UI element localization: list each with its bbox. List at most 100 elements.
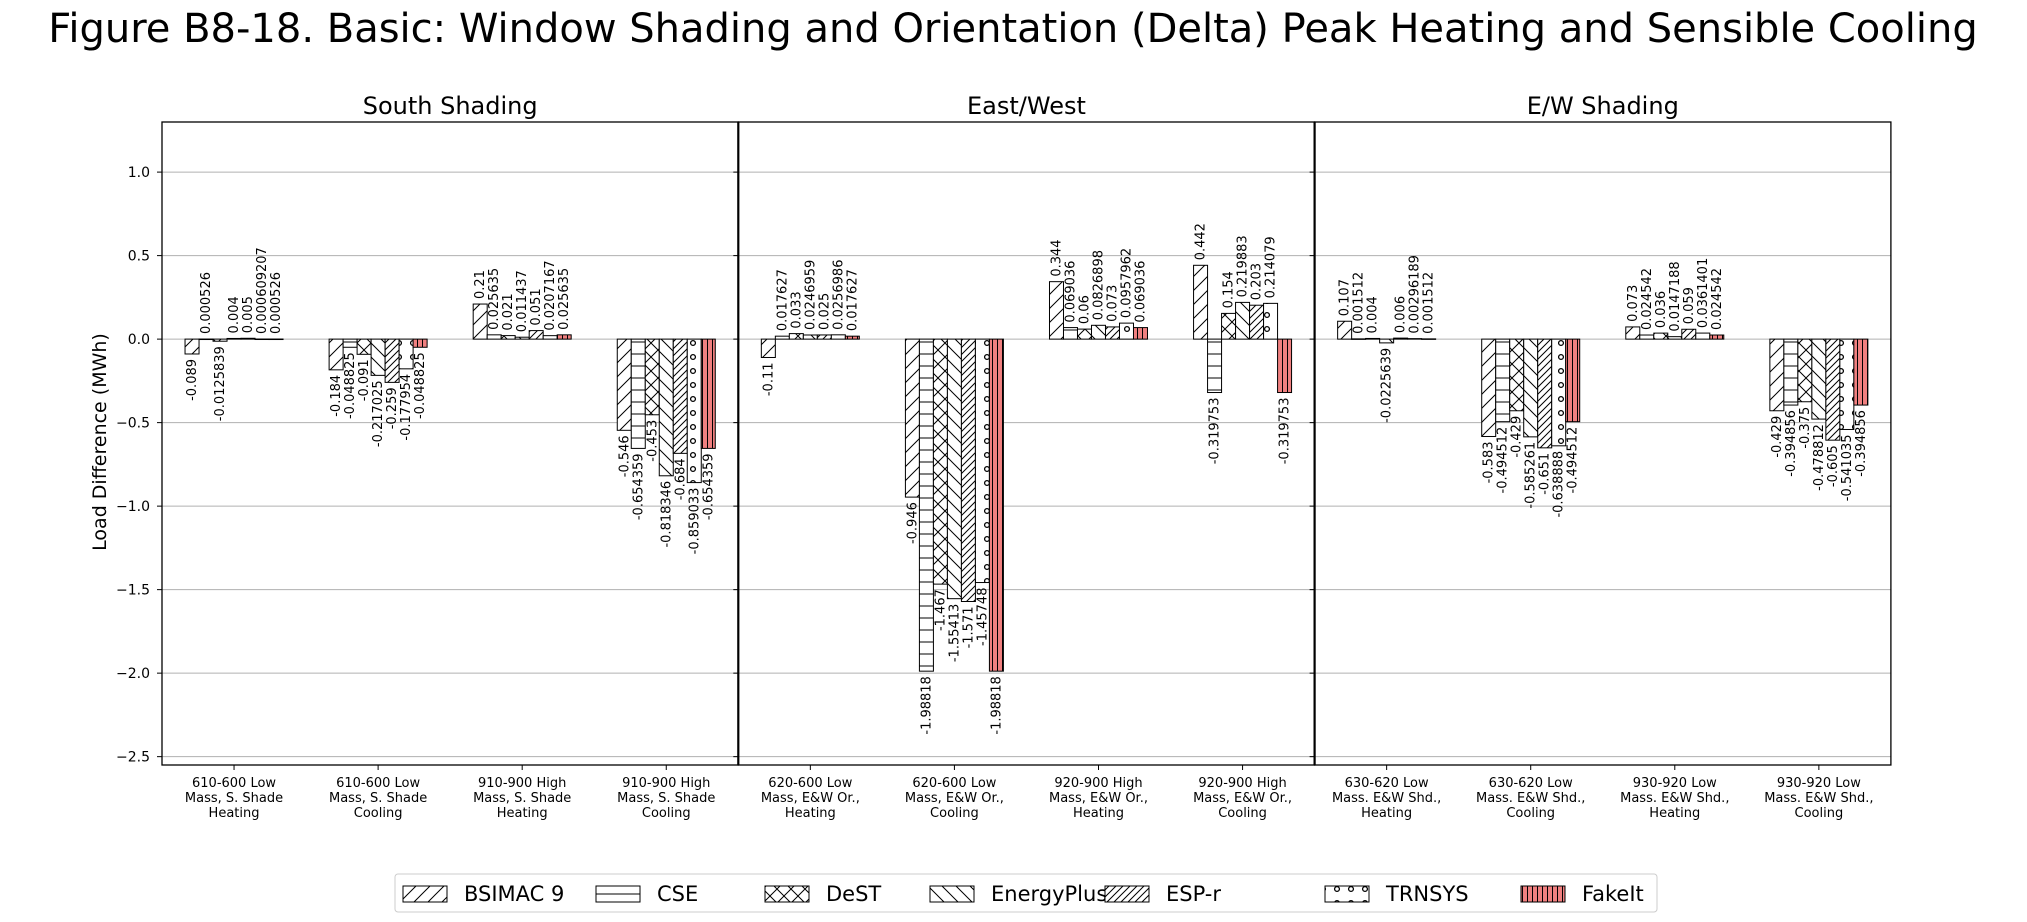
bar-trnsys (686, 338, 702, 484)
x-tick-label: 910-900 High (622, 776, 710, 791)
bar-cse (1495, 338, 1511, 423)
data-label: 0.000609207 (255, 247, 270, 334)
panel-2: East/West-0.110.017627 0.033 0.0246959 0.02… (733, 92, 1316, 821)
bar-bsimac-9 (760, 338, 776, 358)
data-label: -1.55413 (947, 604, 962, 662)
x-tick-label: Cooling (1506, 806, 1555, 821)
bar-fakeit (988, 338, 1004, 672)
data-label: 0.005 (241, 296, 256, 333)
bar-trnsys (1695, 332, 1711, 340)
data-label: 0.025 (817, 293, 832, 330)
y-tick-label: 1.0 (128, 165, 150, 181)
data-label: 0.059 (1682, 287, 1697, 324)
x-tick-label: Mass. E&W Shd., (1332, 791, 1441, 806)
bar-cse (342, 338, 358, 348)
bar-dest (1076, 328, 1092, 340)
legend-label: DeST (826, 882, 881, 906)
bar-energyplus (226, 337, 242, 340)
data-label: 0.017627 (775, 269, 790, 331)
bar-energyplus (802, 334, 818, 340)
legend-swatch (764, 885, 810, 903)
panel-title: East/West (967, 92, 1086, 120)
bar-dest (932, 338, 948, 585)
bar-bsimac-9 (616, 338, 632, 431)
data-label: 0.00296189 (1408, 255, 1423, 334)
legend-label: EnergyPlus (991, 882, 1107, 906)
x-tick-label: 620-600 Low (912, 776, 996, 791)
y-axis-label: Load Difference (MWh) (89, 333, 111, 551)
data-label: -0.541035 (1840, 434, 1855, 501)
data-label: -0.394856 (1784, 410, 1799, 477)
bar-esp-r (384, 338, 400, 383)
data-label: -0.585261 (1524, 442, 1539, 509)
chart-title: Figure B8-18. Basic: Window Shading and … (48, 6, 1977, 52)
y-tick-label: −2.0 (116, 666, 150, 682)
bar-dest (644, 338, 660, 416)
bar-dest (500, 335, 516, 340)
data-label: 0.0361401 (1696, 258, 1711, 328)
data-label: -0.684 (673, 458, 688, 500)
data-label: 0.06 (1077, 295, 1092, 324)
bar-cse (1639, 334, 1655, 340)
data-label: -0.494512 (1496, 427, 1511, 494)
data-label: 0.154 (1222, 271, 1237, 308)
bar-dest (1653, 332, 1669, 340)
bar-cse (1783, 338, 1799, 406)
data-label: 0.442 (1194, 223, 1209, 260)
bar-fakeit (1132, 327, 1148, 340)
data-label: -1.45748 (975, 588, 990, 646)
legend-item-cse: CSE (595, 882, 698, 906)
y-tick-label: 0.0 (128, 332, 150, 348)
y-tick-label: −1.0 (116, 499, 150, 515)
legend-swatch (1520, 885, 1566, 903)
x-tick-label: Mass. E&W Shd., (1476, 791, 1585, 806)
data-label: -0.651 (1538, 453, 1553, 495)
data-label: -0.091 (357, 359, 372, 401)
data-label: 0.069036 (1063, 261, 1078, 323)
bar-bsimac-9 (472, 303, 488, 340)
bar-bsimac-9 (1625, 326, 1641, 340)
x-tick-label: Cooling (1795, 806, 1844, 821)
data-label: -0.429 (1770, 416, 1785, 458)
bar-trnsys (1839, 338, 1855, 430)
bar-bsimac-9 (1193, 264, 1209, 340)
x-tick-label: 630-620 Low (1345, 776, 1429, 791)
legend-swatch (1104, 885, 1150, 903)
data-label: 0.051 (529, 288, 544, 325)
bar-cse (630, 338, 646, 449)
bar-fakeit (1421, 338, 1437, 340)
bar-esp-r (1537, 338, 1553, 449)
legend: BSIMAC 9 CSE DeST EnergyPlus ESP-r TRNSYS Fake… (394, 873, 1658, 913)
data-label: -0.654359 (631, 453, 646, 520)
legend-swatch (1324, 885, 1370, 903)
bar-energyplus (658, 338, 674, 477)
x-tick-label: Mass. E&W Shd., (1764, 791, 1873, 806)
data-label: -0.048825 (413, 352, 428, 419)
data-label: -0.177954 (399, 374, 414, 441)
legend-label: FakeIt (1582, 882, 1644, 906)
bar-energyplus (946, 338, 962, 600)
bar-bsimac-9 (904, 338, 920, 498)
data-label: -0.818346 (659, 481, 674, 548)
bar-energyplus (1090, 324, 1106, 340)
x-tick-label: Heating (785, 806, 836, 821)
data-label: 0.000526 (269, 272, 284, 334)
data-label: 0.025635 (487, 268, 502, 330)
bar-trnsys (254, 338, 270, 341)
legend-label: BSIMAC 9 (464, 882, 564, 906)
bar-energyplus (1523, 338, 1539, 438)
data-label: -0.319753 (1208, 398, 1223, 465)
data-label: -0.217025 (371, 380, 386, 447)
data-label: 0.0207167 (543, 260, 558, 330)
data-label: 0.000526 (199, 272, 214, 334)
plot-area: South Shading -0.089 0.000526 -0.0125839 0.0… (116, 92, 1892, 821)
legend-item-fakeit: FakeIt (1520, 882, 1644, 906)
data-label: 0.21 (473, 270, 488, 299)
data-label: 0.004 (1366, 296, 1381, 333)
bar-dest (1221, 312, 1237, 340)
data-label: 0.219883 (1236, 235, 1251, 297)
x-tick-label: Heating (1649, 806, 1700, 821)
data-label: 0.0246959 (803, 260, 818, 330)
bar-energyplus (370, 338, 386, 376)
data-label: -0.638888 (1552, 451, 1567, 518)
